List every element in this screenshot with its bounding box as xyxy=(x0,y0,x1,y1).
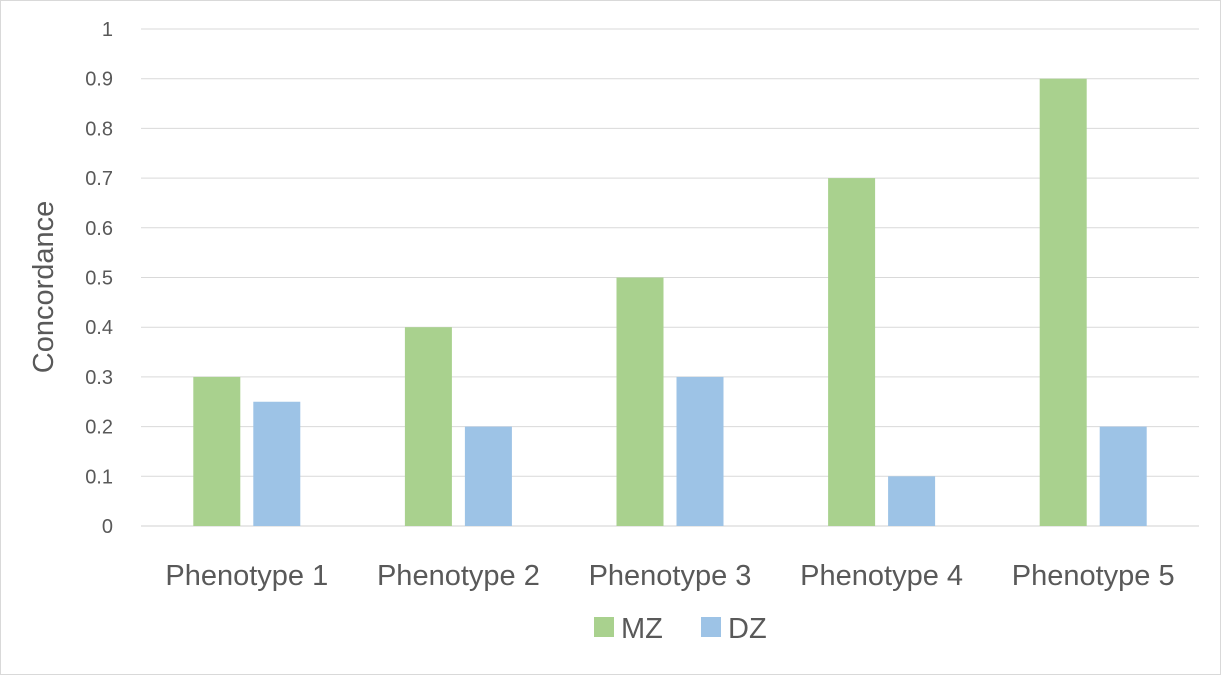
bar-dz-5 xyxy=(1099,426,1147,526)
bar-mz-5 xyxy=(1039,78,1087,526)
x-axis-categories: Phenotype 1 Phenotype 2 Phenotype 3 Phenoty… xyxy=(165,560,1174,592)
legend-label-dz: DZ xyxy=(728,613,767,645)
y-tick-label: 0.3 xyxy=(85,367,113,389)
y-tick-label: 0 xyxy=(102,516,113,538)
y-axis-title: Concordance xyxy=(28,201,60,374)
bar-dz-4 xyxy=(888,476,936,526)
y-tick-label: 0.1 xyxy=(85,466,113,488)
legend: MZ DZ xyxy=(594,613,767,645)
bar-mz-2 xyxy=(404,327,452,526)
bar-mz-3 xyxy=(616,277,664,526)
legend-swatch-dz xyxy=(701,617,721,637)
bars xyxy=(193,78,1147,526)
legend-swatch-mz xyxy=(594,617,614,637)
legend-label-mz: MZ xyxy=(621,613,663,645)
y-tick-label: 1 xyxy=(102,19,113,41)
bar-mz-4 xyxy=(828,178,876,526)
y-axis-ticks: 0 0.1 0.2 0.3 0.4 0.5 0.6 0.7 0.8 0.9 1 xyxy=(85,19,113,538)
y-tick-label: 0.6 xyxy=(85,218,113,240)
gridlines xyxy=(141,28,1199,527)
bar-mz-1 xyxy=(193,376,241,526)
y-tick-label: 0.8 xyxy=(85,118,113,140)
bar-dz-1 xyxy=(253,401,301,526)
bar-dz-2 xyxy=(464,426,512,526)
y-tick-label: 0.5 xyxy=(85,268,113,290)
y-tick-label: 0.9 xyxy=(85,69,113,91)
y-tick-label: 0.7 xyxy=(85,168,113,190)
x-category-label: Phenotype 1 xyxy=(165,560,328,592)
y-tick-label: 0.4 xyxy=(85,317,113,339)
bar-dz-3 xyxy=(676,376,724,526)
x-category-label: Phenotype 5 xyxy=(1012,560,1175,592)
x-category-label: Phenotype 3 xyxy=(589,560,752,592)
y-tick-label: 0.2 xyxy=(85,417,113,439)
x-category-label: Phenotype 2 xyxy=(377,560,540,592)
x-category-label: Phenotype 4 xyxy=(800,560,963,592)
